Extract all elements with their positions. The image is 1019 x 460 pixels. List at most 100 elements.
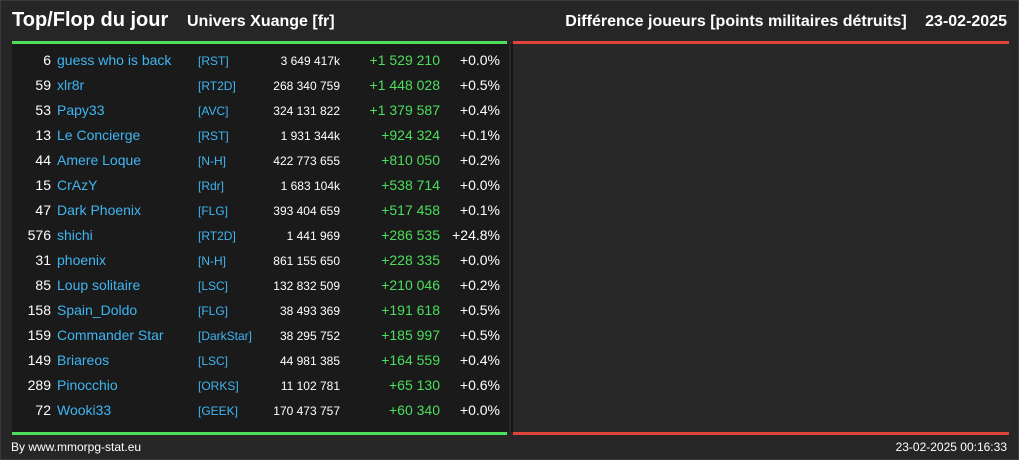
player-name-link[interactable]: Papy33: [57, 102, 105, 118]
points-difference: +810 050: [381, 152, 440, 168]
player-rank: 44: [35, 152, 51, 168]
player-points: 38 493 369: [279, 304, 340, 318]
player-rank: 6: [43, 52, 51, 68]
top-panel: [12, 44, 509, 432]
player-rank: 289: [27, 377, 51, 393]
player-name-link[interactable]: guess who is back: [57, 52, 172, 68]
player-points: 1 931 344k: [280, 129, 340, 143]
flop-divider: [513, 41, 1009, 44]
percent-change: +0.1%: [459, 127, 500, 143]
points-difference: +924 324: [381, 127, 440, 143]
points-difference: +286 535: [381, 227, 440, 243]
footer-credit[interactable]: By www.mmorpg-stat.eu: [11, 440, 142, 454]
table-row: 31 phoenix [N-H] 861 155 650 +228 335 +0.0%: [12, 248, 509, 273]
footer-timestamp: 23-02-2025 00:16:33: [895, 440, 1007, 454]
player-name-link[interactable]: Pinocchio: [57, 377, 118, 393]
player-name-link[interactable]: Amere Loque: [57, 152, 142, 168]
table-row: 159 Commander Star [DarkStar] 38 295 752 +18…: [12, 323, 509, 348]
player-rank: 158: [27, 302, 51, 318]
alliance-tag-link[interactable]: [FLG]: [198, 304, 229, 318]
top-player-list: 6 guess who is back [RST] 3 649 417k +1 529 …: [12, 48, 509, 423]
player-points: 1 441 969: [286, 229, 340, 243]
percent-change: +0.0%: [459, 177, 500, 193]
player-rank: 53: [35, 102, 51, 118]
player-name-link[interactable]: CrAzY: [57, 177, 98, 193]
table-row: 47 Dark Phoenix [FLG] 393 404 659 +517 458 +0…: [12, 198, 509, 223]
table-row: 576 shichi [RT2D] 1 441 969 +286 535 +24.8%: [12, 223, 509, 248]
percent-change: +0.0%: [459, 252, 500, 268]
alliance-tag-link[interactable]: [ORKS]: [198, 379, 239, 393]
percent-change: +0.1%: [459, 202, 500, 218]
points-difference: +228 335: [381, 252, 440, 268]
player-rank: 31: [35, 252, 51, 268]
percent-change: +0.5%: [459, 302, 500, 318]
alliance-tag-link[interactable]: [GEEK]: [198, 404, 239, 418]
points-difference: +517 458: [381, 202, 440, 218]
player-rank: 59: [35, 77, 51, 93]
table-row: 6 guess who is back [RST] 3 649 417k +1 529 …: [12, 48, 509, 73]
player-rank: 13: [35, 127, 51, 143]
player-points: 38 295 752: [279, 329, 340, 343]
player-points: 324 131 822: [273, 104, 340, 118]
player-points: 393 404 659: [273, 204, 340, 218]
player-rank: 72: [35, 402, 51, 418]
points-difference: +60 340: [389, 402, 440, 418]
flop-bottom-divider: [513, 432, 1009, 435]
player-points: 1 683 104k: [280, 179, 340, 193]
header-right: Différence joueurs [points militaires dé…: [551, 13, 1007, 31]
table-row: 289 Pinocchio [ORKS] 11 102 781 +65 130 +0.6%: [12, 373, 509, 398]
table-row: 59 xlr8r [RT2D] 268 340 759 +1 448 028 +0.5%: [12, 73, 509, 98]
table-row: 149 Briareos [LSC] 44 981 385 +164 559 +0.4%: [12, 348, 509, 373]
player-name-link[interactable]: Commander Star: [57, 327, 164, 343]
percent-change: +0.2%: [459, 277, 500, 293]
player-name-link[interactable]: phoenix: [57, 252, 107, 268]
points-difference: +1 529 210: [369, 52, 440, 68]
percent-change: +0.0%: [459, 402, 500, 418]
table-row: 13 Le Concierge [RST] 1 931 344k +924 324 +0.…: [12, 123, 509, 148]
table-row: 72 Wooki33 [GEEK] 170 473 757 +60 340 +0.0%: [12, 398, 509, 423]
player-name-link[interactable]: Dark Phoenix: [57, 202, 142, 218]
player-name-link[interactable]: Briareos: [57, 352, 110, 368]
percent-change: +0.4%: [459, 102, 500, 118]
percent-change: +0.5%: [459, 327, 500, 343]
player-points: 132 832 509: [273, 279, 340, 293]
player-name-link[interactable]: shichi: [57, 227, 93, 243]
universe-label: Univers Xuange [fr]: [187, 13, 335, 30]
points-difference: +185 997: [381, 327, 440, 343]
alliance-tag-link[interactable]: [LSC]: [198, 279, 229, 293]
player-name-link[interactable]: Le Concierge: [57, 127, 141, 143]
table-row: 158 Spain_Doldo [FLG] 38 493 369 +191 618 +0.…: [12, 298, 509, 323]
player-name-link[interactable]: xlr8r: [57, 77, 85, 93]
table-row: 85 Loup solitaire [LSC] 132 832 509 +210 046…: [12, 273, 509, 298]
player-name-link[interactable]: Wooki33: [57, 402, 112, 418]
points-difference: +210 046: [381, 277, 440, 293]
player-points: 44 981 385: [279, 354, 340, 368]
points-difference: +164 559: [381, 352, 440, 368]
percent-change: +0.6%: [459, 377, 500, 393]
percent-change: +0.4%: [459, 352, 500, 368]
percent-change: +0.2%: [459, 152, 500, 168]
percent-change: +0.5%: [459, 77, 500, 93]
alliance-tag-link[interactable]: [RT2D]: [198, 229, 236, 243]
alliance-tag-link[interactable]: [DarkStar]: [198, 329, 253, 343]
player-name-link[interactable]: Spain_Doldo: [57, 302, 138, 318]
alliance-tag-link[interactable]: [LSC]: [198, 354, 229, 368]
alliance-tag-link[interactable]: [FLG]: [198, 204, 229, 218]
player-points: 268 340 759: [273, 79, 340, 93]
percent-change: +0.0%: [459, 52, 500, 68]
alliance-tag-link[interactable]: [RST]: [198, 129, 229, 143]
player-rank: 15: [35, 177, 51, 193]
alliance-tag-link[interactable]: [Rdr]: [198, 179, 225, 193]
player-name-link[interactable]: Loup solitaire: [57, 277, 141, 293]
flop-panel: [511, 44, 1011, 432]
alliance-tag-link[interactable]: [RT2D]: [198, 79, 236, 93]
metric-label: Différence joueurs [points militaires dé…: [565, 13, 907, 30]
table-row: 15 CrAzY [Rdr] 1 683 104k +538 714 +0.0%: [12, 173, 509, 198]
points-difference: +1 448 028: [369, 77, 440, 93]
alliance-tag-link[interactable]: [AVC]: [198, 104, 229, 118]
player-points: 861 155 650: [273, 254, 340, 268]
player-points: 3 649 417k: [280, 54, 340, 68]
alliance-tag-link[interactable]: [N-H]: [198, 254, 226, 268]
alliance-tag-link[interactable]: [N-H]: [198, 154, 226, 168]
alliance-tag-link[interactable]: [RST]: [198, 54, 229, 68]
